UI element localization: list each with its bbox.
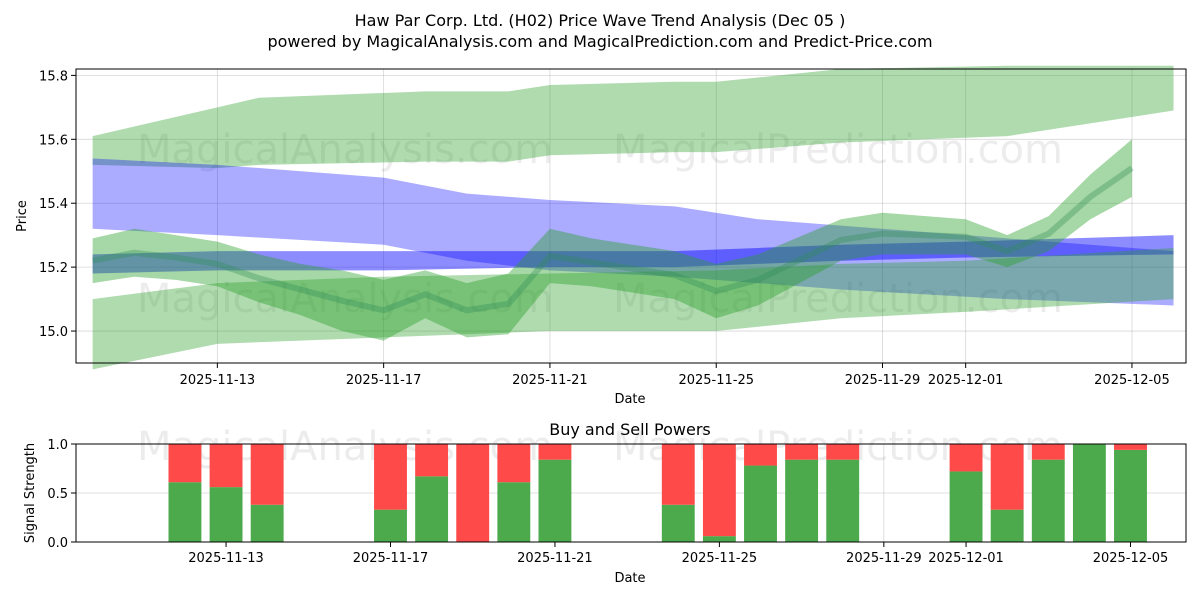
chart-subtitle: powered by MagicalAnalysis.com and Magic… bbox=[267, 32, 932, 51]
price-y-tick-label: 15.6 bbox=[39, 133, 68, 148]
band-blue-trend-band-1 bbox=[92, 158, 1174, 306]
band-upper-green-band bbox=[92, 65, 1174, 169]
sell-bar bbox=[702, 444, 736, 537]
price-x-tick-label: 2025-11-25 bbox=[678, 373, 754, 388]
sell-bar bbox=[785, 444, 819, 460]
signal-x-tick-label: 2025-11-25 bbox=[682, 551, 758, 566]
buy-bar bbox=[209, 487, 243, 542]
price-x-tick-label: 2025-12-01 bbox=[928, 373, 1004, 388]
signal-panel: Buy and Sell Powers MagicalAnalysis.com … bbox=[23, 420, 1187, 586]
price-x-label: Date bbox=[614, 392, 645, 407]
signal-x-tick-label: 2025-11-13 bbox=[188, 551, 264, 566]
buy-bar bbox=[702, 536, 736, 542]
buy-bar bbox=[415, 476, 449, 542]
sell-bar bbox=[168, 444, 202, 483]
signal-x-tick-label: 2025-12-01 bbox=[928, 551, 1004, 566]
price-x-tick-label: 2025-11-17 bbox=[346, 373, 422, 388]
buy-bar bbox=[744, 465, 777, 542]
chart-title: Haw Par Corp. Ltd. (H02) Price Wave Tren… bbox=[355, 11, 846, 30]
watermark-prediction-top: MagicalPrediction.com bbox=[613, 127, 1063, 173]
band-blue-trend-band-2 bbox=[92, 235, 1174, 274]
signal-y-tick-label: 1.0 bbox=[47, 438, 68, 453]
watermark-prediction-top-2: MagicalPrediction.com bbox=[613, 276, 1063, 322]
price-x-tick-label: 2025-12-05 bbox=[1094, 373, 1170, 388]
price-y-tick-label: 15.4 bbox=[39, 197, 68, 212]
price-plot-frame bbox=[75, 68, 1187, 364]
sell-bar bbox=[250, 444, 284, 505]
price-x-tick-label: 2025-11-21 bbox=[512, 373, 588, 388]
buy-bar bbox=[374, 509, 407, 542]
signal-x-tick-label: 2025-11-17 bbox=[353, 551, 429, 566]
price-panel: MagicalAnalysis.com MagicalPrediction.co… bbox=[15, 65, 1187, 407]
signal-x-tick-label: 2025-11-21 bbox=[517, 551, 593, 566]
sell-bar bbox=[1031, 444, 1065, 460]
watermark-analysis-top: MagicalAnalysis.com bbox=[137, 127, 553, 173]
sell-bar bbox=[826, 444, 860, 460]
price-x-tick-label: 2025-11-29 bbox=[845, 373, 921, 388]
sell-bar bbox=[990, 444, 1024, 510]
price-y-tick-label: 15.0 bbox=[39, 325, 68, 340]
buy-bar bbox=[538, 459, 572, 542]
sell-bar bbox=[456, 444, 490, 542]
wave-center-line bbox=[92, 165, 1134, 314]
buy-bar bbox=[1114, 449, 1147, 542]
sell-bar bbox=[661, 444, 695, 505]
sell-bar bbox=[1114, 444, 1147, 450]
signal-y-tick-label: 0.0 bbox=[47, 536, 68, 551]
sell-bar bbox=[538, 444, 572, 460]
sell-bar bbox=[497, 444, 531, 483]
band-lower-green-band bbox=[92, 247, 1174, 370]
watermark-analysis-top-2: MagicalAnalysis.com bbox=[137, 276, 553, 322]
buy-bar bbox=[785, 459, 819, 542]
signal-title: Buy and Sell Powers bbox=[549, 420, 711, 439]
sell-bar bbox=[744, 444, 777, 466]
signal-x-tick-label: 2025-12-05 bbox=[1093, 551, 1169, 566]
signal-x-label: Date bbox=[614, 571, 645, 586]
sell-bar bbox=[949, 444, 983, 472]
sell-bar bbox=[209, 444, 243, 488]
band-price-wave-ensemble bbox=[92, 139, 1132, 341]
buy-bar bbox=[826, 459, 860, 542]
buy-bar bbox=[250, 504, 284, 542]
buy-bar bbox=[497, 482, 531, 542]
signal-x-tick-label: 2025-11-29 bbox=[846, 551, 922, 566]
price-x-tick-label: 2025-11-13 bbox=[180, 373, 256, 388]
buy-bar bbox=[1031, 459, 1065, 542]
signal-y-label: Signal Strength bbox=[23, 443, 38, 543]
signal-y-tick-label: 0.5 bbox=[47, 487, 68, 502]
buy-bar bbox=[1072, 444, 1106, 542]
price-y-tick-label: 15.2 bbox=[39, 261, 68, 276]
price-y-tick-label: 15.8 bbox=[39, 69, 68, 84]
price-y-label: Price bbox=[15, 200, 30, 232]
buy-bar bbox=[990, 509, 1024, 542]
sell-bar bbox=[415, 444, 449, 477]
sell-bar bbox=[374, 444, 407, 510]
buy-bar bbox=[949, 471, 983, 542]
buy-bar bbox=[168, 482, 202, 542]
buy-bar bbox=[661, 504, 695, 542]
